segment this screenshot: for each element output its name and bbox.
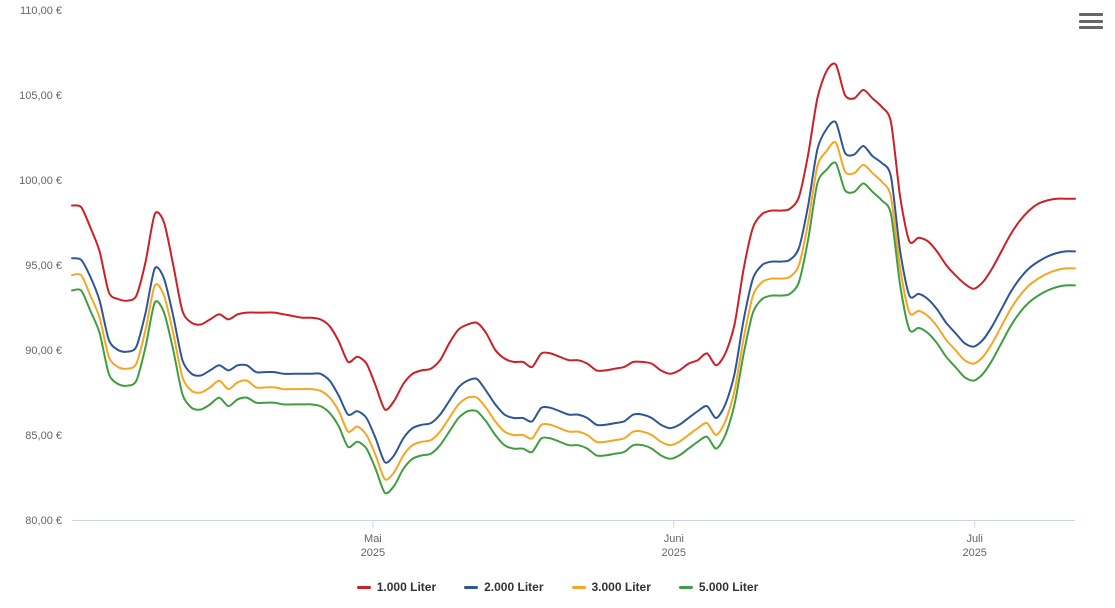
x-tick-label-year: 2025 — [662, 547, 686, 559]
y-tick-label: 110,00 € — [20, 5, 62, 17]
x-tick-label-year: 2025 — [962, 547, 986, 559]
legend-label: 3.000 Liter — [592, 580, 651, 594]
y-tick-label: 85,00 € — [25, 430, 62, 442]
chart-legend: 1.000 Liter 2.000 Liter 3.000 Liter 5.000 L… — [0, 580, 1115, 594]
y-tick-label: 95,00 € — [25, 260, 62, 272]
series-line — [72, 121, 1075, 462]
legend-item[interactable]: 1.000 Liter — [357, 580, 436, 594]
legend-item[interactable]: 5.000 Liter — [679, 580, 758, 594]
legend-swatch — [572, 586, 586, 589]
x-tick-label: Juni — [664, 533, 684, 545]
legend-label: 2.000 Liter — [484, 580, 543, 594]
chart-canvas: 80,00 € 85,00 € 90,00 € 95,00 € 100,00 € 105,… — [0, 0, 1115, 608]
x-tick-label: Mai — [364, 533, 382, 545]
legend-swatch — [464, 586, 478, 589]
series-line — [72, 142, 1075, 480]
legend-swatch — [679, 586, 693, 589]
series-line — [72, 162, 1075, 493]
legend-item[interactable]: 3.000 Liter — [572, 580, 651, 594]
legend-swatch — [357, 586, 371, 589]
x-tick-label-year: 2025 — [361, 547, 385, 559]
price-chart: 80,00 € 85,00 € 90,00 € 95,00 € 100,00 € 105,… — [0, 0, 1115, 608]
y-tick-label: 80,00 € — [25, 515, 62, 527]
legend-label: 5.000 Liter — [699, 580, 758, 594]
y-tick-label: 100,00 € — [19, 175, 62, 187]
series-line — [72, 63, 1075, 409]
x-tick-label: Juli — [966, 533, 983, 545]
y-tick-label: 105,00 € — [19, 90, 62, 102]
legend-label: 1.000 Liter — [377, 580, 436, 594]
y-tick-label: 90,00 € — [25, 345, 62, 357]
legend-item[interactable]: 2.000 Liter — [464, 580, 543, 594]
